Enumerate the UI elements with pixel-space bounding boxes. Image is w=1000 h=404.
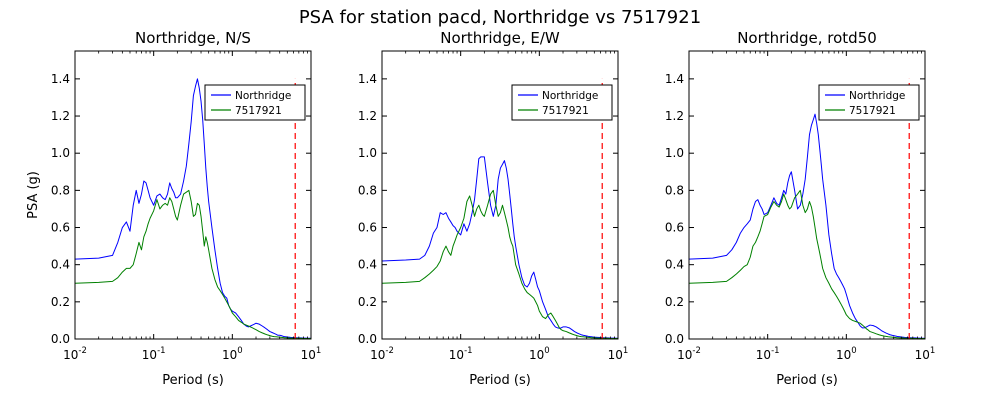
legend-label: 7517921 xyxy=(542,105,589,117)
legend-label: 7517921 xyxy=(235,105,282,117)
axes-frame xyxy=(74,50,312,340)
series-line-1 xyxy=(689,113,925,339)
legend-box xyxy=(818,84,920,121)
legend-box xyxy=(204,84,306,121)
y-tick-label: 0.0 xyxy=(358,332,377,346)
subplot-grid: Northridge, N/S 10-2 10-1 100 101 0.0 0.2 0.4 0.… xyxy=(26,29,935,388)
y-tick-label: 1.2 xyxy=(358,109,377,123)
x-tick-label: 10-1 xyxy=(756,346,780,362)
x-tick-label: 101 xyxy=(301,346,322,362)
y-tick-label: 1.0 xyxy=(665,146,684,160)
series-line-2 xyxy=(689,189,925,339)
y-tick-label: 0.0 xyxy=(665,332,684,346)
y-tick-label: 0.6 xyxy=(51,221,70,235)
x-tick-label: 10-2 xyxy=(63,346,87,362)
x-tick-label: 100 xyxy=(222,346,243,362)
axes-frame xyxy=(381,50,619,340)
series-line-1 xyxy=(75,78,311,339)
subplot-1: Northridge, N/S 10-2 10-1 100 101 0.0 0.2 0.4 0.… xyxy=(26,29,321,388)
y-tick-label: 0.2 xyxy=(51,295,70,309)
y-tick-label: 1.2 xyxy=(51,109,70,123)
x-tick-label: 10-1 xyxy=(449,346,473,362)
series-line-2 xyxy=(382,189,618,339)
x-tick-label: 10-1 xyxy=(142,346,166,362)
x-axis-label: Period (s) xyxy=(776,373,838,388)
y-tick-label: 0.8 xyxy=(665,183,684,197)
series-line-1 xyxy=(382,156,618,339)
x-tick-label: 10-2 xyxy=(677,346,701,362)
plot-area xyxy=(689,78,925,339)
y-tick-label: 0.8 xyxy=(358,183,377,197)
y-tick-label: 1.4 xyxy=(51,72,70,86)
legend-label: Northridge xyxy=(849,90,905,102)
legend: Northridge 7517921 xyxy=(204,84,306,121)
x-tick-label: 100 xyxy=(529,346,550,362)
figure-title: PSA for station pacd, Northridge vs 7517… xyxy=(299,7,701,28)
subplot-2: Northridge, E/W 10-2 10-1 100 101 0.0 0.2 0.4 0.… xyxy=(358,29,628,388)
x-tick-label: 101 xyxy=(608,346,629,362)
legend-label: 7517921 xyxy=(849,105,896,117)
y-tick-label: 0.0 xyxy=(51,332,70,346)
subplot-title: Northridge, rotd50 xyxy=(737,29,877,47)
plot-area xyxy=(75,78,311,339)
subplot-title: Northridge, N/S xyxy=(135,29,251,47)
y-tick-label: 0.2 xyxy=(665,295,684,309)
x-tick-label: 10-2 xyxy=(370,346,394,362)
legend-label: Northridge xyxy=(542,90,598,102)
legend: Northridge 7517921 xyxy=(818,84,920,121)
legend-box xyxy=(511,84,613,121)
x-axis-label: Period (s) xyxy=(162,373,224,388)
y-tick-label: 1.0 xyxy=(358,146,377,160)
legend: Northridge 7517921 xyxy=(511,84,613,121)
x-axis-label: Period (s) xyxy=(469,373,531,388)
series-line-2 xyxy=(75,189,311,339)
plot-area xyxy=(382,78,618,339)
x-tick-label: 100 xyxy=(836,346,857,362)
legend-label: Northridge xyxy=(235,90,291,102)
x-tick-label: 101 xyxy=(915,346,936,362)
y-tick-label: 0.4 xyxy=(665,258,684,272)
subplot-title: Northridge, E/W xyxy=(440,29,560,47)
subplot-3: Northridge, rotd50 10-2 10-1 100 101 0.0 0.2 0.… xyxy=(665,29,935,388)
y-axis-label: PSA (g) xyxy=(26,171,41,219)
y-tick-label: 1.0 xyxy=(51,146,70,160)
y-tick-label: 0.6 xyxy=(665,221,684,235)
y-tick-label: 1.4 xyxy=(665,72,684,86)
y-tick-label: 0.4 xyxy=(51,258,70,272)
y-tick-label: 0.2 xyxy=(358,295,377,309)
y-tick-label: 1.4 xyxy=(358,72,377,86)
y-tick-label: 0.4 xyxy=(358,258,377,272)
y-tick-label: 0.6 xyxy=(358,221,377,235)
y-tick-label: 1.2 xyxy=(665,109,684,123)
axes-frame xyxy=(688,50,926,340)
y-tick-label: 0.8 xyxy=(51,183,70,197)
